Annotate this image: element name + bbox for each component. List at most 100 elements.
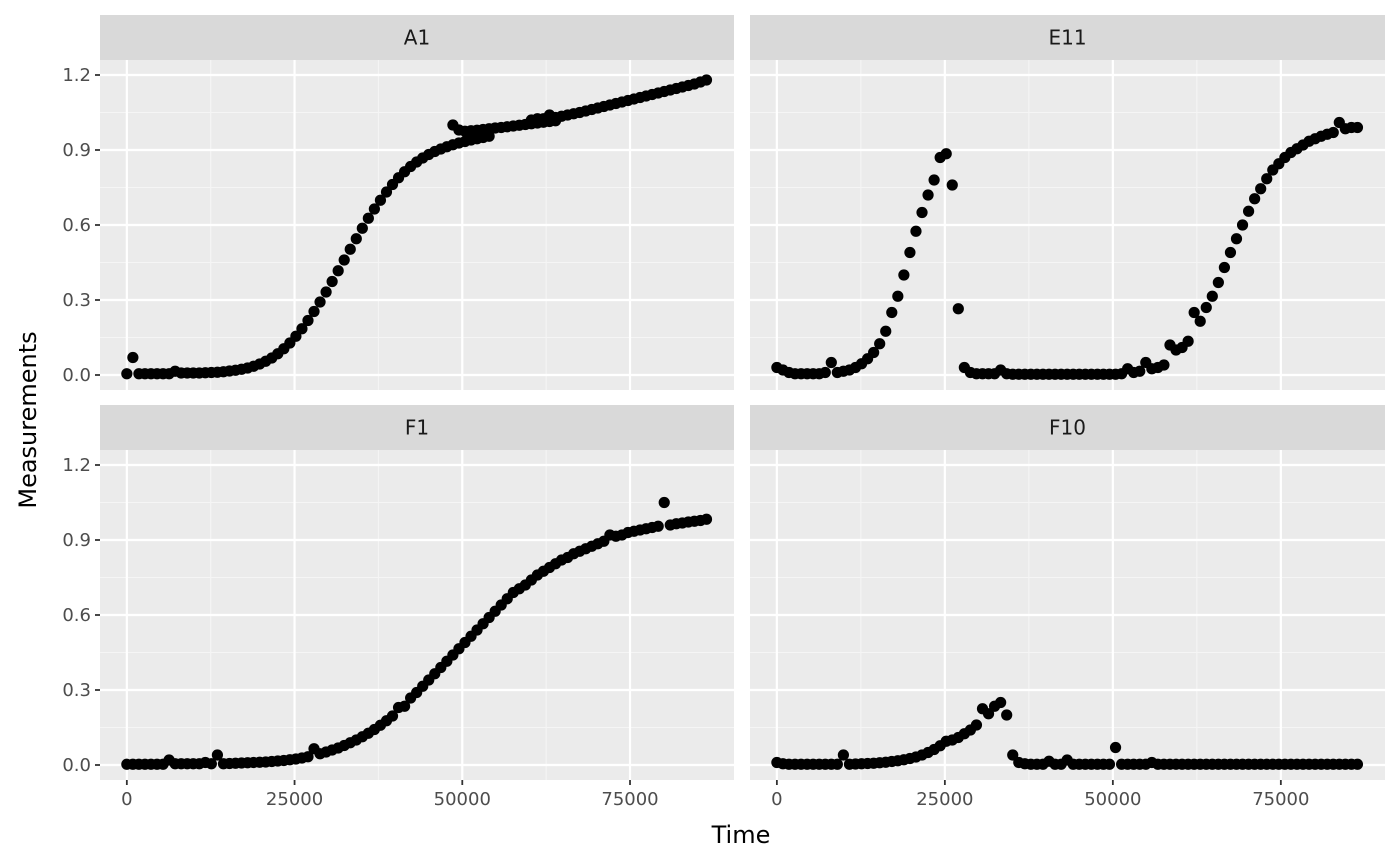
data-point [952, 303, 964, 315]
data-point [886, 306, 898, 319]
data-point [1007, 749, 1019, 761]
y-tick-label: 0.9 [62, 140, 91, 161]
data-point [314, 296, 326, 308]
panel-f1: F1 0.0 0.3 0.6 0.9 1.2 0 25000 50000 75000 [62, 405, 734, 810]
data-point [127, 351, 139, 364]
x-tick-label: 50000 [1084, 789, 1141, 810]
data-point [368, 203, 380, 215]
panel-f1-strip [100, 405, 734, 450]
data-point [1182, 335, 1194, 347]
data-point [880, 325, 892, 337]
data-point [1103, 758, 1116, 770]
data-point [1194, 315, 1206, 327]
data-point [658, 496, 670, 509]
data-point [1351, 758, 1364, 770]
panel-a1-strip-label: A1 [404, 26, 430, 50]
data-point [398, 700, 411, 712]
data-point [1188, 306, 1200, 319]
data-point [898, 269, 910, 281]
y-tick-label: 1.2 [62, 455, 91, 476]
data-point [1230, 233, 1243, 245]
data-point [940, 148, 952, 160]
data-point [1109, 741, 1122, 754]
data-point [1206, 290, 1218, 302]
y-tick-label: 0.6 [62, 605, 91, 626]
x-tick-label: 25000 [916, 789, 973, 810]
data-point [837, 749, 850, 761]
data-point [700, 513, 713, 525]
data-point [700, 74, 713, 86]
data-point [205, 758, 217, 770]
data-point [652, 520, 664, 532]
y-axis-title: Measurements [14, 331, 42, 508]
data-point [946, 179, 958, 191]
data-point [320, 286, 332, 298]
y-tick-label: 0.0 [62, 755, 91, 776]
data-point [302, 751, 314, 763]
data-point [362, 212, 374, 224]
panel-f10-strip [750, 405, 1385, 450]
data-point [1218, 261, 1231, 274]
x-tick-label: 75000 [601, 789, 658, 810]
data-point [1255, 183, 1267, 195]
data-point [1001, 709, 1013, 721]
data-point [1351, 121, 1364, 134]
data-point [374, 194, 387, 206]
data-point [326, 275, 338, 288]
data-point [332, 265, 344, 277]
data-point [1212, 276, 1224, 289]
x-tick-label: 50000 [434, 789, 491, 810]
x-tick-label: 25000 [266, 789, 323, 810]
data-point [386, 710, 399, 722]
data-point [928, 174, 940, 186]
data-point [344, 243, 356, 255]
panel-e11: E11 [750, 15, 1385, 390]
data-point [874, 338, 886, 350]
data-point [1242, 205, 1255, 217]
y-tick-label: 0.6 [62, 215, 91, 236]
data-point [904, 246, 916, 259]
data-point [892, 290, 904, 302]
data-point [211, 749, 224, 761]
y-tick-label: 0.9 [62, 530, 91, 551]
panel-e11-strip-label: E11 [1048, 26, 1086, 50]
panel-a1-strip [100, 15, 734, 60]
data-point [831, 758, 843, 770]
data-point [1261, 173, 1273, 185]
data-point [1134, 365, 1146, 377]
data-point [308, 305, 320, 318]
y-tick-label: 0.3 [62, 680, 91, 701]
data-point [1327, 126, 1339, 139]
data-point [290, 330, 302, 342]
data-point [1224, 246, 1237, 259]
data-point [296, 323, 308, 335]
panel-f1-strip-label: F1 [405, 416, 429, 440]
panel-f10: F10 0 25000 50000 75000 [750, 405, 1385, 810]
data-point [1200, 301, 1212, 314]
data-point [995, 696, 1007, 709]
data-point [356, 222, 368, 234]
data-point [916, 206, 928, 219]
x-tick-label: 0 [771, 789, 782, 810]
data-point [910, 225, 922, 237]
panel-a1: A1 0.0 0.3 0.6 0.9 1.2 [62, 15, 734, 390]
data-point [1249, 193, 1261, 205]
data-point [970, 719, 983, 731]
y-tick-label: 1.2 [62, 65, 91, 86]
x-tick-label: 0 [121, 789, 132, 810]
data-point [819, 366, 831, 379]
x-tick-label: 75000 [1252, 789, 1309, 810]
data-point [350, 233, 362, 245]
panel-e11-strip [750, 15, 1385, 60]
data-point [380, 186, 393, 198]
y-tick-label: 0.3 [62, 290, 91, 311]
data-point [338, 254, 350, 266]
data-point [825, 356, 837, 369]
panel-f10-strip-label: F10 [1049, 416, 1086, 440]
data-point [982, 708, 995, 720]
facet-panels: A1 0.0 0.3 0.6 0.9 1.2 E11 F1 0.0 0.3 0.6 0.9 1.2 0 25… [62, 15, 1385, 810]
data-point [868, 346, 880, 359]
data-point [121, 368, 133, 380]
x-axis-title: Time [711, 821, 771, 849]
